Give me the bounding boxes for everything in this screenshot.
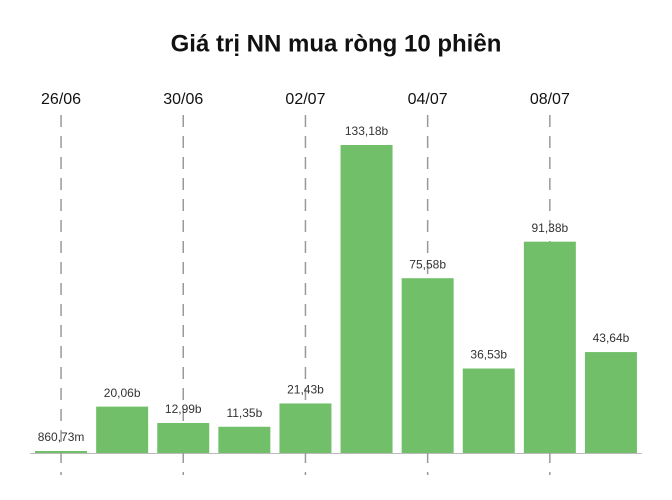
chart-title: Giá trị NN mua ròng 10 phiên <box>171 30 502 57</box>
value-label: 43,64b <box>593 331 630 345</box>
value-label: 11,35b <box>226 406 262 420</box>
value-label: 20,06b <box>104 386 141 400</box>
x-tick-label: 02/07 <box>285 91 325 108</box>
bar <box>523 241 576 453</box>
bar <box>157 422 210 453</box>
value-label: 21,43b <box>287 383 324 397</box>
bar <box>35 451 88 453</box>
value-label: 12,99b <box>165 402 202 416</box>
bar <box>279 403 332 453</box>
x-tick-label: 04/07 <box>408 91 448 108</box>
bar <box>462 368 515 453</box>
bar <box>584 352 637 453</box>
value-label: 36,53b <box>470 348 507 362</box>
value-label: 860,73m <box>38 430 85 444</box>
x-tick-label: 08/07 <box>530 91 570 108</box>
x-tick-label: 26/06 <box>41 91 81 108</box>
x-tick-label: 30/06 <box>163 91 203 108</box>
value-label: 133,18b <box>345 124 389 138</box>
bar <box>340 145 393 453</box>
bar <box>401 278 454 453</box>
value-label: 91,38b <box>531 221 568 235</box>
value-label: 75,58b <box>409 257 446 271</box>
bar <box>96 406 149 453</box>
bar <box>218 426 271 453</box>
